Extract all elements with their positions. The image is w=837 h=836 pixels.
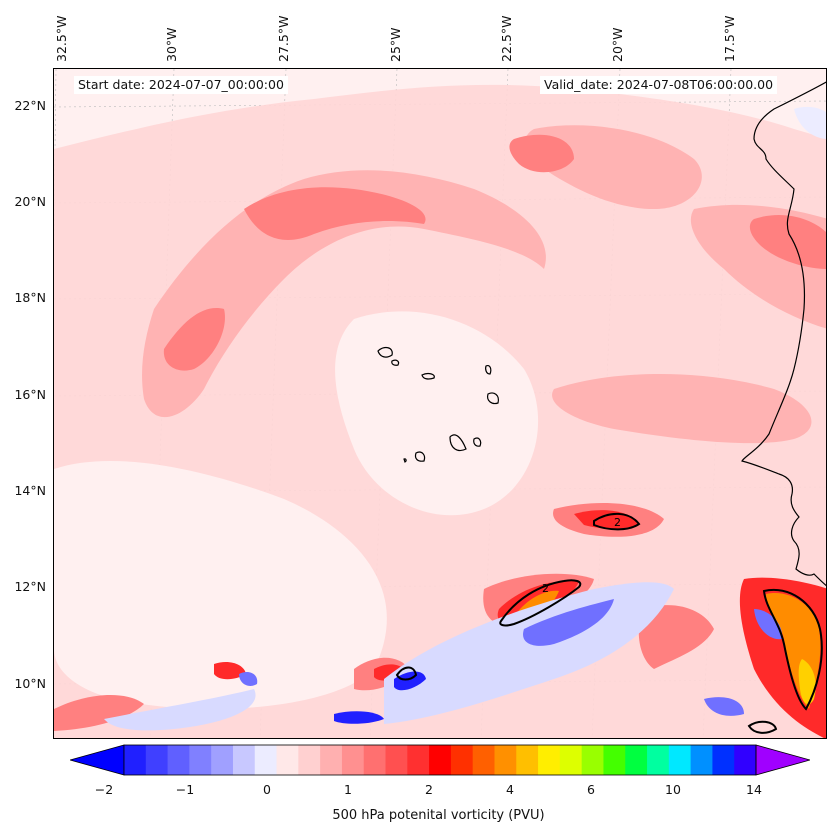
contour-label: 2 bbox=[614, 516, 621, 529]
pv-region-blue bbox=[754, 609, 783, 640]
pv-field: 2 2 bbox=[54, 69, 826, 738]
colorbar-segment bbox=[581, 745, 604, 775]
pv-region-salmon bbox=[163, 308, 225, 371]
colorbar-segment bbox=[538, 745, 561, 775]
pv-region-blue bbox=[704, 697, 744, 716]
pv-region-salmon bbox=[638, 605, 714, 669]
pv-region-pink bbox=[552, 374, 812, 444]
pv-region-pink bbox=[142, 170, 546, 418]
colorbar-tick: −1 bbox=[175, 782, 195, 797]
pv-region-lightblue bbox=[794, 106, 826, 139]
colorbar-segment bbox=[450, 745, 474, 775]
colorbar-segment bbox=[211, 745, 234, 775]
colorbar-arrow-high bbox=[755, 744, 812, 776]
pv-region-blue bbox=[239, 672, 258, 686]
lon-label: 30°W bbox=[164, 27, 179, 62]
colorbar-segment bbox=[320, 745, 343, 775]
valid-date-label: Valid_date: 2024-07-08T06:00:00.00 bbox=[540, 76, 778, 94]
colorbar-tick: 4 bbox=[506, 782, 514, 797]
colorbar-label: 500 hPa potenital vorticity (PVU) bbox=[332, 808, 545, 823]
lon-label: 32.5°W bbox=[54, 15, 69, 62]
colorbar-segment bbox=[341, 745, 365, 775]
colorbar-segment bbox=[298, 745, 321, 775]
pv-region-red bbox=[214, 662, 246, 680]
lat-label: 12°N bbox=[14, 579, 46, 594]
colorbar-segment bbox=[407, 745, 430, 775]
pv-region-lightblue bbox=[104, 689, 256, 731]
colorbar-segment bbox=[734, 745, 757, 775]
pv-region-salmon bbox=[509, 134, 574, 173]
islands bbox=[377, 346, 499, 463]
pv-region-salmon bbox=[54, 694, 144, 731]
pv-region-pale bbox=[335, 311, 539, 516]
colorbar-segment bbox=[494, 745, 517, 775]
pv-region-darkblue bbox=[334, 711, 384, 724]
colorbar-tick: 2 bbox=[425, 782, 433, 797]
colorbar-tick: 6 bbox=[587, 782, 595, 797]
pv-region-yellow bbox=[798, 659, 816, 705]
lon-label: 22.5°W bbox=[499, 15, 514, 62]
lat-label: 22°N bbox=[14, 98, 46, 113]
colorbar-segment bbox=[189, 745, 212, 775]
colorbar-segment bbox=[429, 745, 452, 775]
lat-label: 18°N bbox=[14, 290, 46, 305]
pv-region-salmon bbox=[244, 187, 426, 241]
coastline bbox=[741, 81, 826, 587]
colorbar-segment bbox=[363, 745, 387, 775]
lon-label: 20°W bbox=[610, 27, 625, 62]
start-date-label: Start date: 2024-07-07_00:00:00 bbox=[74, 76, 288, 94]
colorbar-segment bbox=[145, 745, 169, 775]
lon-label: 17.5°W bbox=[722, 15, 737, 62]
lat-label: 14°N bbox=[14, 483, 46, 498]
colorbar-segment bbox=[516, 745, 539, 775]
contour-label: 2 bbox=[542, 582, 549, 595]
pv-region-darkblue bbox=[394, 671, 426, 691]
pv-region-blue bbox=[523, 599, 614, 646]
colorbar-segment bbox=[472, 745, 495, 775]
lat-label: 10°N bbox=[14, 676, 46, 691]
lon-label: 27.5°W bbox=[276, 15, 291, 62]
colorbar-segment bbox=[647, 745, 670, 775]
colorbar-scale bbox=[68, 744, 812, 776]
pv-region-pale bbox=[54, 460, 387, 709]
colorbar bbox=[68, 744, 812, 776]
colorbar-segment bbox=[276, 745, 299, 775]
pv-contours bbox=[395, 512, 823, 734]
lat-label: 20°N bbox=[14, 194, 46, 209]
colorbar-segment bbox=[385, 745, 408, 775]
colorbar-segment bbox=[603, 745, 626, 775]
colorbar-segment bbox=[559, 745, 583, 775]
colorbar-segment bbox=[690, 745, 713, 775]
pv-region-salmon bbox=[749, 214, 826, 269]
colorbar-segment bbox=[167, 745, 190, 775]
colorbar-tick: 10 bbox=[665, 782, 681, 797]
colorbar-border bbox=[123, 744, 757, 776]
colorbar-segment bbox=[254, 745, 278, 775]
colorbar-segment bbox=[232, 745, 256, 775]
colorbar-tick: 1 bbox=[344, 782, 352, 797]
colorbar-segment bbox=[712, 745, 735, 775]
colorbar-segment bbox=[668, 745, 692, 775]
lat-label: 16°N bbox=[14, 387, 46, 402]
pv-map: 2 2 bbox=[53, 68, 827, 739]
colorbar-segment bbox=[625, 745, 648, 775]
colorbar-tick: −2 bbox=[94, 782, 114, 797]
colorbar-arrow-low bbox=[68, 744, 125, 776]
colorbar-tick: 14 bbox=[746, 782, 762, 797]
colorbar-segment bbox=[124, 745, 147, 775]
lon-label: 25°W bbox=[388, 27, 403, 62]
colorbar-tick: 0 bbox=[263, 782, 271, 797]
